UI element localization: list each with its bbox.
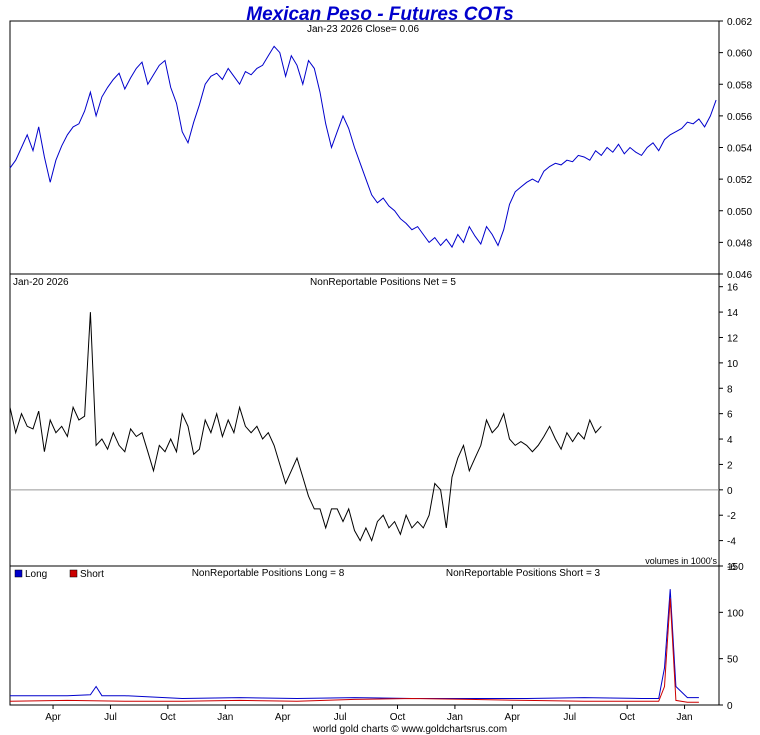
x-tick-label: Apr xyxy=(45,712,61,723)
y-tick-label: 2 xyxy=(727,460,733,471)
net-panel-header: NonReportable Positions Net = 5 xyxy=(310,277,456,288)
x-tick-label: Jul xyxy=(334,712,347,723)
y-tick-label: 10 xyxy=(727,359,739,370)
y-tick-label: 0 xyxy=(727,701,733,712)
y-tick-label: -4 xyxy=(727,537,736,548)
volume-panel-frame xyxy=(9,565,720,706)
short-positions-header: NonReportable Positions Short = 3 xyxy=(446,568,601,579)
x-tick-label: Oct xyxy=(390,712,406,723)
y-tick-label: 0.060 xyxy=(727,49,752,60)
y-tick-label: 0 xyxy=(727,486,733,497)
x-tick-label: Apr xyxy=(275,712,291,723)
y-tick-label: 0.050 xyxy=(727,207,752,218)
short-positions-line xyxy=(9,598,699,703)
net-positions-line xyxy=(9,312,602,543)
price-series-line xyxy=(9,45,717,249)
legend-short-swatch xyxy=(69,569,78,578)
y-tick-label: 100 xyxy=(727,608,744,619)
y-tick-label: 16 xyxy=(727,283,739,294)
x-tick-label: Jan xyxy=(676,712,692,723)
y-tick-label: 50 xyxy=(727,655,739,666)
y-tick-label: 0.048 xyxy=(727,238,752,249)
y-tick-label: 14 xyxy=(727,308,739,319)
y-tick-label: 0.056 xyxy=(727,112,752,123)
chart-title: Mexican Peso - Futures COTs xyxy=(246,4,513,25)
price-panel-frame xyxy=(9,20,720,275)
y-tick-label: -6 xyxy=(727,562,736,573)
y-tick-label: 0.054 xyxy=(727,144,752,155)
y-tick-label: 0.052 xyxy=(727,175,752,186)
y-tick-label: 12 xyxy=(727,333,739,344)
y-tick-label: -2 xyxy=(727,511,736,522)
legend-long-swatch xyxy=(14,569,23,578)
y-tick-label: 8 xyxy=(727,384,733,395)
y-tick-label: 4 xyxy=(727,435,733,446)
y-tick-label: 0.058 xyxy=(727,80,752,91)
x-tick-label: Jul xyxy=(104,712,117,723)
footer-credit: world gold charts © www.goldchartsrus.co… xyxy=(312,724,507,735)
y-tick-label: 6 xyxy=(727,410,733,421)
long-positions-header: NonReportable Positions Long = 8 xyxy=(192,568,345,579)
net-panel-date: Jan-20 2026 xyxy=(13,277,69,288)
x-tick-label: Oct xyxy=(619,712,635,723)
long-positions-line xyxy=(10,589,699,700)
y-tick-label: 0.062 xyxy=(727,17,752,28)
volumes-note: volumes in 1000's xyxy=(645,556,717,566)
x-tick-label: Jan xyxy=(447,712,463,723)
price-panel-header: Jan-23 2026 Close= 0.06 xyxy=(307,24,419,35)
legend-short-label: Short xyxy=(80,569,104,580)
y-tick-label: 150 xyxy=(727,562,744,573)
net-panel-frame xyxy=(9,273,720,567)
legend-long-label: Long xyxy=(25,569,47,580)
x-tick-label: Oct xyxy=(160,712,176,723)
x-tick-label: Jul xyxy=(563,712,576,723)
chart-marks: 0.062 0.060 0.058 0.056 0.054 0.052 0.050 0.048… xyxy=(9,17,752,723)
x-tick-label: Apr xyxy=(505,712,521,723)
y-tick-label: 0.046 xyxy=(727,270,752,281)
x-tick-label: Jan xyxy=(217,712,233,723)
